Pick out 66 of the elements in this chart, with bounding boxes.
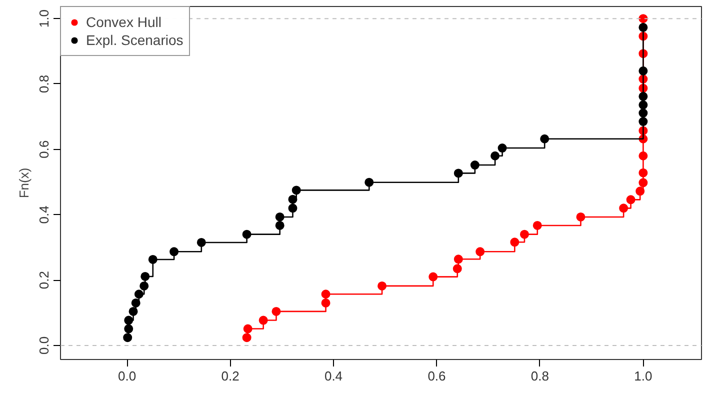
- point: [638, 108, 648, 118]
- point: [275, 212, 284, 222]
- point: [638, 100, 648, 110]
- point: [140, 272, 150, 281]
- point: [638, 22, 648, 32]
- y-tick-label: 0.4: [36, 206, 52, 224]
- x-tick-label: 0.8: [530, 368, 549, 384]
- point: [272, 306, 281, 316]
- point: [288, 194, 298, 204]
- point: [510, 238, 520, 247]
- point: [242, 230, 252, 239]
- point: [131, 298, 140, 308]
- point: [428, 272, 438, 282]
- point: [196, 238, 206, 247]
- point: [321, 290, 330, 299]
- point: [638, 178, 648, 188]
- x-tick-label: 0.0: [118, 368, 136, 384]
- point: [498, 144, 507, 153]
- point: [626, 195, 636, 204]
- point: [128, 306, 138, 316]
- point: [292, 186, 301, 195]
- point: [364, 178, 374, 187]
- point: [619, 204, 628, 213]
- point: [638, 92, 648, 101]
- point: [638, 66, 648, 76]
- x-tick-label: 0.6: [428, 368, 446, 384]
- y-tick-label: 0.8: [36, 74, 52, 93]
- point: [123, 333, 132, 342]
- point: [638, 151, 648, 160]
- point: [378, 281, 387, 290]
- point: [275, 221, 284, 230]
- legend-label: Convex Hull: [86, 13, 162, 31]
- y-axis-title: Fn(x): [16, 168, 32, 198]
- point: [470, 160, 480, 170]
- point: [321, 298, 330, 308]
- point: [540, 134, 550, 144]
- x-tick-label: 0.4: [324, 368, 343, 384]
- point: [490, 151, 500, 160]
- legend-label: Expl. Scenarios: [86, 31, 184, 49]
- y-tick-label: 0.2: [36, 271, 52, 290]
- point: [288, 204, 298, 213]
- point: [636, 186, 645, 196]
- x-tick-label: 1.0: [634, 368, 652, 384]
- point: [170, 247, 179, 256]
- point: [452, 264, 462, 274]
- y-tick-label: 1.0: [36, 10, 52, 28]
- point: [520, 230, 529, 239]
- point: [454, 254, 463, 264]
- point: [134, 290, 144, 299]
- point: [242, 333, 252, 342]
- point: [638, 168, 648, 178]
- point: [638, 117, 648, 126]
- point: [258, 316, 268, 325]
- point: [576, 212, 586, 222]
- y-tick-label: 0.0: [36, 336, 52, 354]
- point: [454, 168, 463, 178]
- y-tick-label: 0.6: [36, 140, 52, 158]
- point: [243, 324, 252, 334]
- point: [124, 324, 134, 334]
- point: [148, 254, 158, 264]
- point: [476, 247, 485, 256]
- point: [638, 14, 648, 24]
- point: [140, 281, 149, 290]
- x-tick-label: 0.2: [221, 368, 240, 384]
- point: [124, 316, 134, 325]
- point: [532, 221, 542, 230]
